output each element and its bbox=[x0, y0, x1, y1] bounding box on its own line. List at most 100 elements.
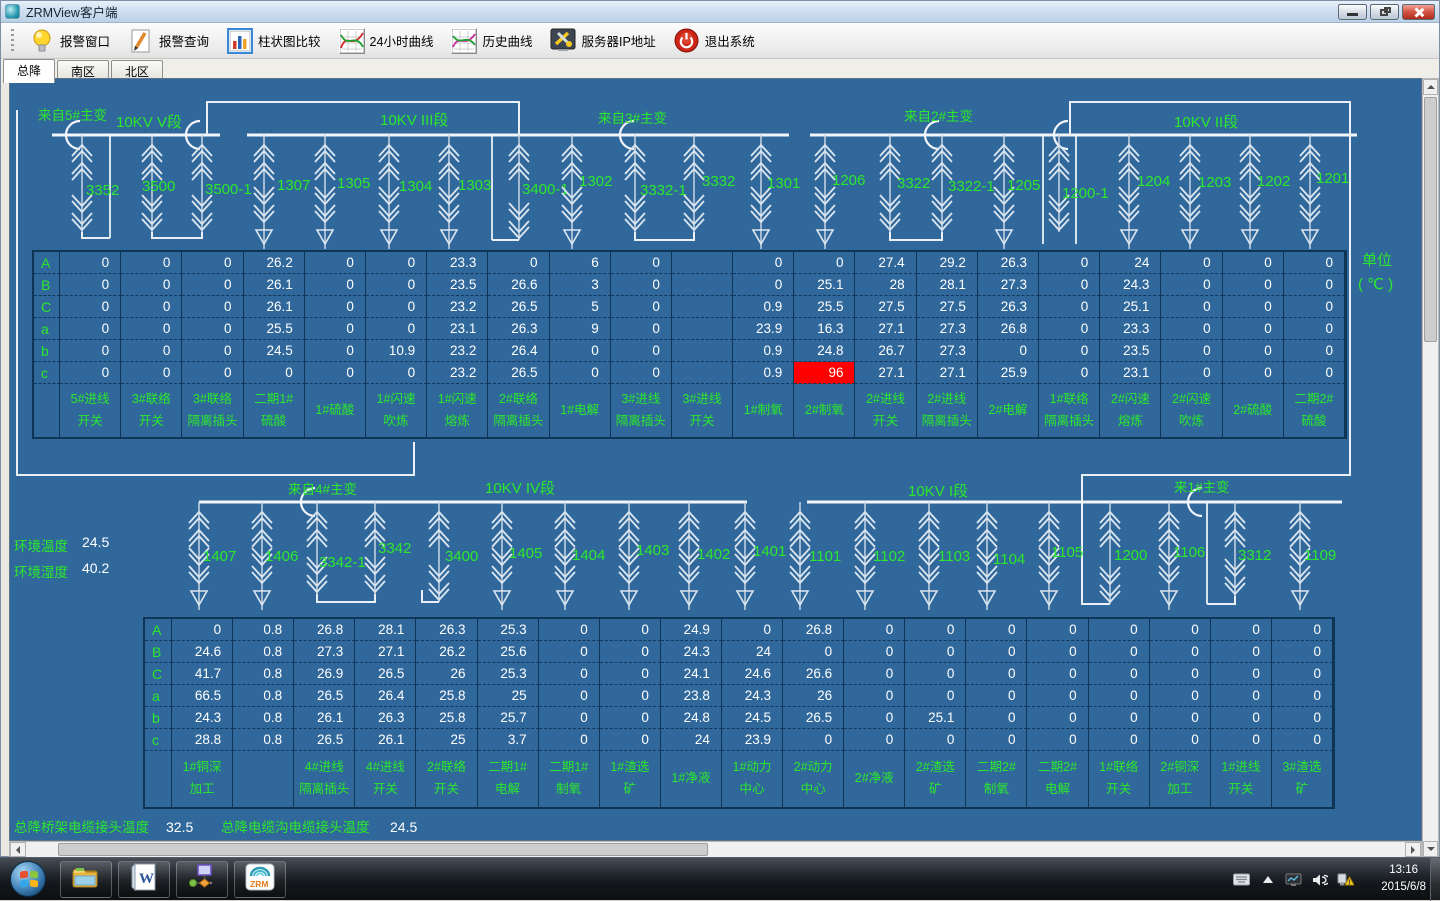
temperature-cell: 24.3 bbox=[660, 641, 722, 663]
feeder-terminal-icon bbox=[679, 590, 699, 607]
feeder-column-label: 2#制氧 bbox=[794, 384, 856, 437]
toolbar-button-4[interactable]: 24小时曲线 bbox=[330, 25, 443, 57]
feeder-terminal-icon bbox=[619, 590, 639, 607]
feeder-terminal-icon bbox=[252, 590, 272, 607]
feeder-3332: 3332 bbox=[683, 135, 735, 232]
tray-keyboard-icon[interactable] bbox=[1233, 871, 1250, 888]
restore-button[interactable] bbox=[1370, 4, 1399, 20]
feeder-label: 1201 bbox=[1316, 170, 1349, 187]
feeder-1203: 1203 bbox=[1179, 135, 1231, 249]
toolbar-button-1[interactable]: 报警窗口 bbox=[20, 25, 119, 57]
feeder-terminal-icon bbox=[1039, 590, 1059, 607]
temperature-cell: 0 bbox=[1161, 340, 1223, 362]
env-temp-label: 环境温度 bbox=[14, 539, 68, 554]
feeder-3500-1: 3500-1 bbox=[191, 135, 252, 232]
scroll-up-button[interactable] bbox=[1423, 79, 1438, 95]
taskbar-app-zrm[interactable]: ZRM bbox=[234, 860, 286, 898]
temperature-cell: 28 bbox=[855, 274, 917, 296]
minimize-button[interactable] bbox=[1338, 4, 1367, 20]
bus-label: 10KV V段 bbox=[116, 114, 182, 131]
feeder-column-label: 1#动力 中心 bbox=[722, 751, 784, 807]
toolbar-button-3[interactable]: 柱状图比较 bbox=[218, 25, 330, 57]
feeder-1104: 1104 bbox=[976, 502, 1025, 610]
temperature-cell: 0 bbox=[243, 362, 305, 384]
trench-temp-value: 24.5 bbox=[390, 819, 418, 835]
feeder-label: 1206 bbox=[832, 172, 865, 189]
temperature-cell: 0 bbox=[1271, 707, 1333, 729]
vertical-scroll-thumb[interactable] bbox=[1424, 97, 1437, 342]
tray-network-icon[interactable]: ! bbox=[1337, 871, 1354, 888]
temperature-cell: 0 bbox=[1149, 707, 1211, 729]
taskbar-app-explorer[interactable] bbox=[60, 860, 112, 898]
temperature-cell: 26 bbox=[783, 685, 845, 707]
temperature-cell: 0 bbox=[844, 707, 906, 729]
tab-2[interactable]: 南区 bbox=[57, 60, 110, 82]
temperature-cell: 23.9 bbox=[733, 318, 795, 340]
temperature-cell: 0.8 bbox=[233, 663, 295, 685]
feeder-terminal-icon bbox=[751, 229, 771, 246]
horizontal-scrollbar[interactable] bbox=[9, 841, 1422, 858]
temperature-cell: 0 bbox=[599, 707, 661, 729]
scroll-left-button[interactable] bbox=[10, 842, 26, 857]
temperature-cell: 66.5 bbox=[172, 685, 234, 707]
app-window: ZRMView客户端 报警窗口 报警查询 柱状图比较 24小时曲线 历史曲线 服务器IP地… bbox=[0, 0, 1440, 858]
temperature-cell: 24.5 bbox=[721, 707, 784, 729]
feeder-1102: 1102 bbox=[854, 502, 905, 610]
vertical-scrollbar[interactable] bbox=[1422, 78, 1439, 858]
tab-3[interactable]: 北区 bbox=[111, 60, 164, 82]
tab-1[interactable]: 总降 bbox=[3, 59, 56, 83]
temperature-cell: 26.1 bbox=[243, 296, 305, 318]
taskbar-app-word[interactable]: W bbox=[118, 860, 170, 898]
transformer-tap-arc bbox=[618, 119, 635, 151]
horizontal-scroll-thumb[interactable] bbox=[58, 843, 708, 856]
toolbar-button-2[interactable]: 报警查询 bbox=[119, 25, 218, 57]
feeder-1302: 1302 bbox=[561, 135, 612, 249]
temperature-cell: 0 bbox=[610, 296, 672, 318]
tray-monitor-icon[interactable] bbox=[1285, 871, 1302, 888]
temperature-cell: 0 bbox=[1210, 663, 1272, 685]
temperature-cell: 0 bbox=[549, 340, 611, 362]
temperature-cell: 26.8 bbox=[294, 619, 356, 641]
show-desktop-button[interactable] bbox=[1430, 858, 1440, 901]
feeder-1407: 1407 bbox=[188, 502, 236, 610]
phase-row-label: A bbox=[145, 619, 172, 641]
scroll-right-button[interactable] bbox=[1405, 842, 1421, 857]
feeder-terminal-icon bbox=[562, 229, 582, 246]
toolbar-button-label: 退出系统 bbox=[704, 35, 755, 49]
feeder-label: 1404 bbox=[572, 547, 605, 564]
temperature-cell: 26.5 bbox=[488, 362, 550, 384]
toolbar-button-6[interactable]: 服务器IP地址 bbox=[541, 25, 664, 57]
transformer-tap-arc bbox=[299, 486, 316, 518]
temperature-cell: 26.7 bbox=[855, 340, 917, 362]
close-button[interactable] bbox=[1402, 4, 1435, 20]
toolbar-button-5[interactable]: 历史曲线 bbox=[442, 25, 541, 57]
bus-label: 10KV II段 bbox=[1174, 114, 1238, 131]
start-button[interactable] bbox=[10, 861, 46, 897]
feeder-label: 1406 bbox=[265, 548, 298, 565]
temperature-cell: 0 bbox=[182, 362, 244, 384]
temperature-cell: 23.5 bbox=[1100, 340, 1162, 362]
toolbar: 报警窗口 报警查询 柱状图比较 24小时曲线 历史曲线 服务器IP地址 退出系统 bbox=[1, 23, 1439, 59]
temperature-cell: 0 bbox=[905, 641, 967, 663]
taskbar-app-flow[interactable] bbox=[176, 860, 228, 898]
tray-expand-icon[interactable] bbox=[1259, 871, 1276, 888]
temperature-cell: 0 bbox=[365, 252, 428, 274]
tray-volume-icon[interactable] bbox=[1311, 871, 1328, 888]
temperature-cell: 24 bbox=[1100, 252, 1162, 274]
temperature-cell: 0 bbox=[1149, 685, 1211, 707]
feeder-column-label: 4#进线 隔离插头 bbox=[294, 751, 356, 807]
source-label: 来自5#主变 bbox=[38, 108, 107, 123]
temperature-cell: 0 bbox=[121, 362, 183, 384]
feeder-1200: 1200 bbox=[1099, 502, 1147, 604]
temperature-cell: 0 bbox=[1039, 318, 1101, 340]
temperature-cell: 0 bbox=[538, 729, 600, 751]
lower-temperature-table: A 0 0.8 26.8 28.1 26.3 25.3 0 0 24.9 0 26.8 0 0 0 0 0 0 0 0… bbox=[143, 617, 1335, 809]
feeder-terminal-icon bbox=[855, 590, 875, 607]
temperature-cell: 0 bbox=[1222, 274, 1284, 296]
temperature-cell: 26.4 bbox=[355, 685, 417, 707]
temperature-cell: 0 bbox=[1210, 729, 1272, 751]
toolbar-button-7[interactable]: 退出系统 bbox=[665, 25, 764, 57]
temperature-cell: 0 bbox=[905, 685, 967, 707]
feeder-terminal-icon bbox=[994, 229, 1014, 246]
scroll-down-button[interactable] bbox=[1423, 841, 1438, 857]
